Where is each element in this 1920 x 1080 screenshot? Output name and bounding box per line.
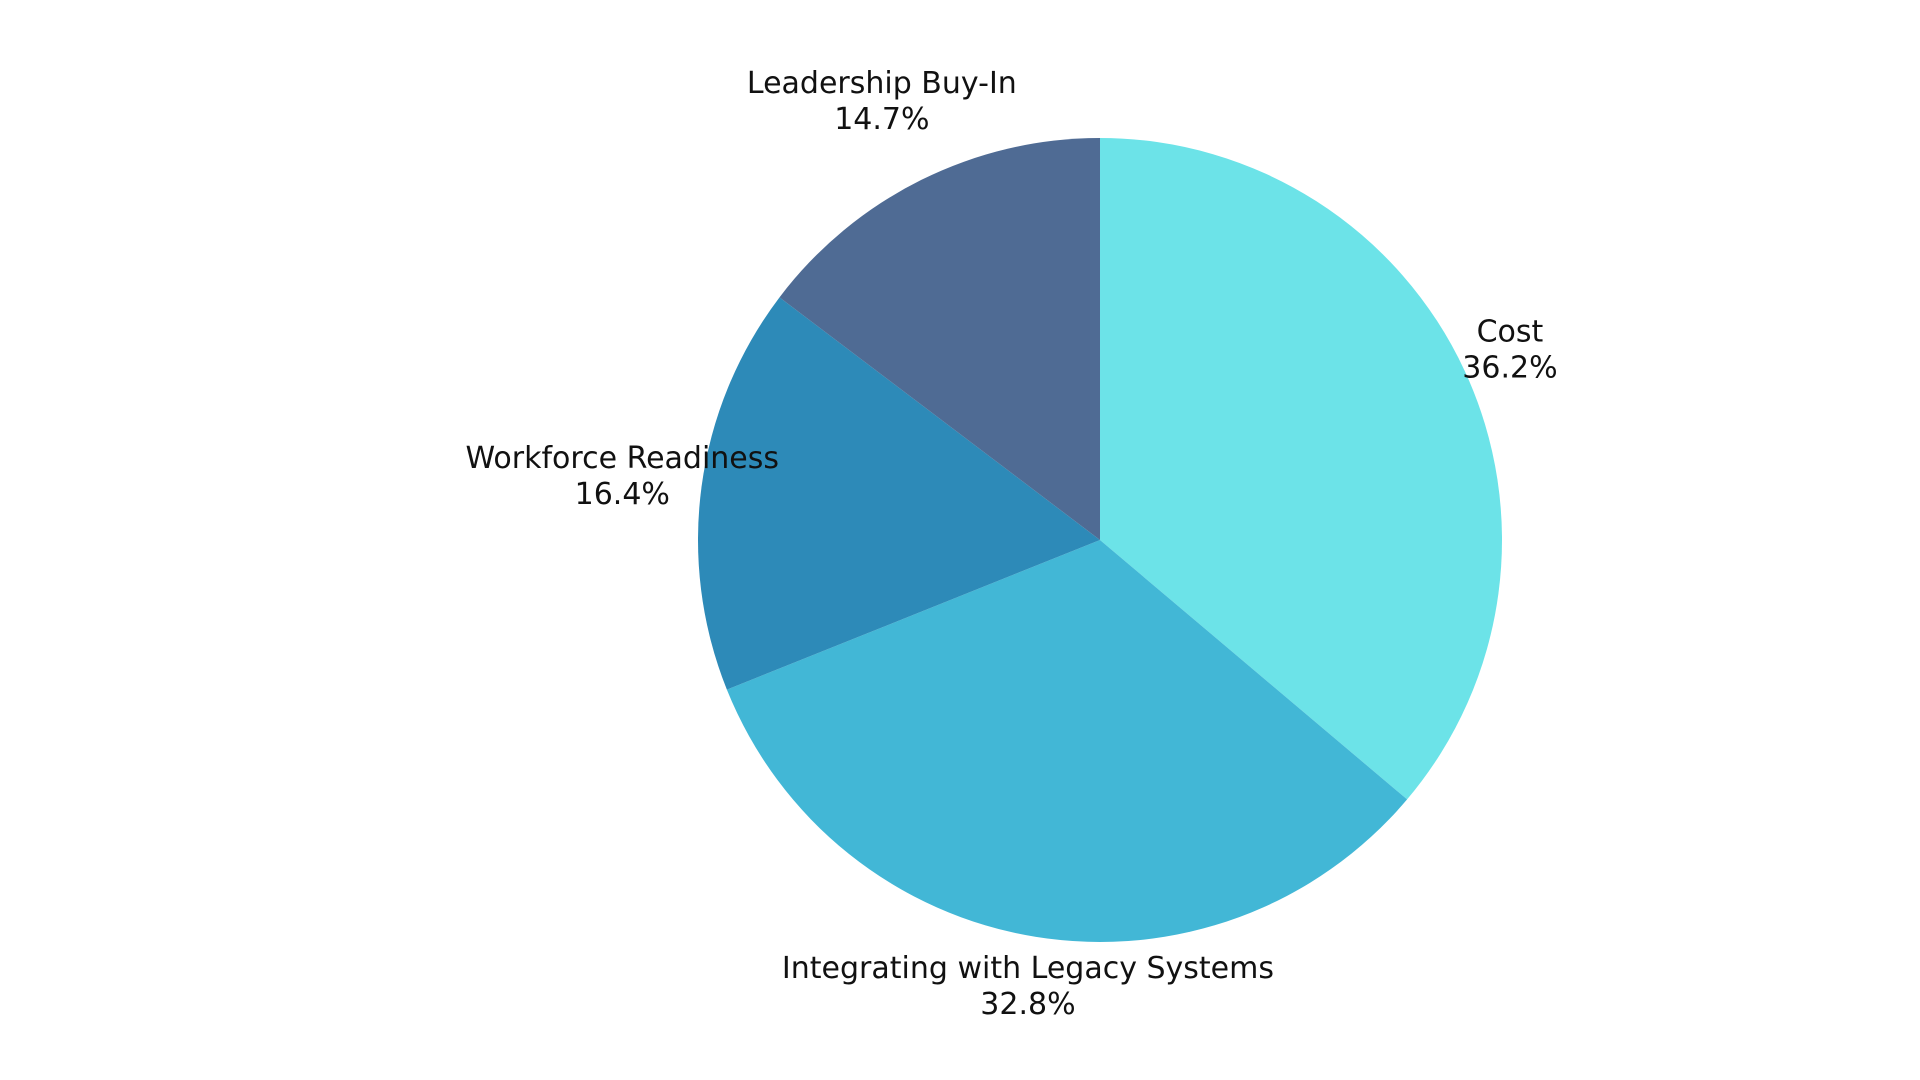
pie-slice-cost — [1100, 138, 1502, 800]
pie-slice-integrating-with-legacy-systems — [726, 540, 1408, 942]
slice-label-value: 16.4% — [575, 477, 670, 512]
pie-slices — [698, 137, 1502, 942]
pie-slice-leadership-buy-in — [779, 137, 1100, 540]
slice-label-name: Integrating with Legacy Systems — [782, 951, 1274, 986]
slice-label-name: Leadership Buy-In — [747, 66, 1017, 101]
slice-label-name: Workforce Readiness — [466, 441, 780, 476]
pie-slice-workforce-readiness — [698, 297, 1100, 690]
slice-label-value: 14.7% — [834, 102, 929, 137]
slice-label-value: 32.8% — [980, 987, 1075, 1022]
slice-label-value: 36.2% — [1462, 351, 1557, 386]
slice-label-name: Cost — [1477, 315, 1544, 350]
